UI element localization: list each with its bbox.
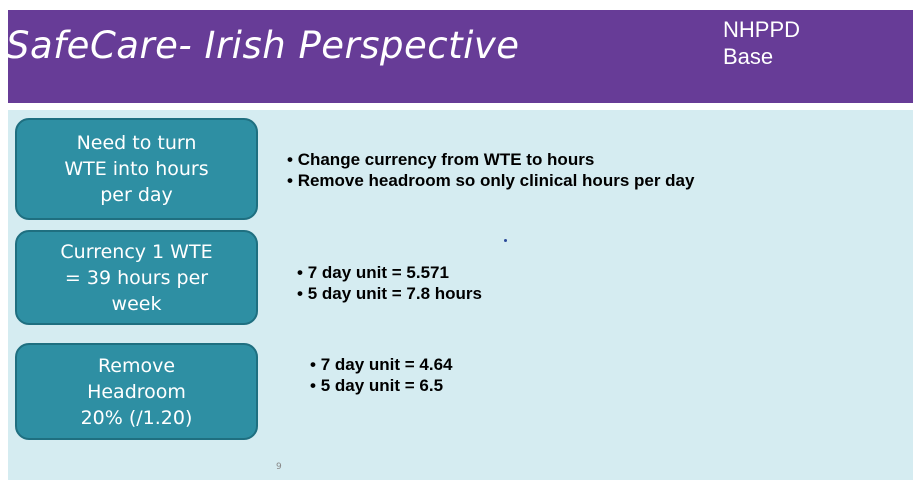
subtitle-line: NHPPD <box>723 17 801 42</box>
step-box: Currency 1 WTE = 39 hours per week <box>15 230 258 325</box>
bullet-list: 7 day unit = 5.5715 day unit = 7.8 hours <box>297 262 482 304</box>
step-box: Remove Headroom 20% (/1.20) <box>15 343 258 440</box>
bullet: 7 day unit = 5.571 <box>297 262 482 283</box>
bullet: Change currency from WTE to hours <box>287 149 694 170</box>
box-line: = 39 hours per <box>64 266 209 289</box>
box-line: per day <box>100 184 173 206</box>
box-line: WTE into hours <box>64 158 209 180</box>
box-line: Need to turn <box>76 132 197 154</box>
header-bar <box>8 10 913 103</box>
bullet: Remove headroom so only clinical hours p… <box>287 170 695 191</box>
subtitle: NHPPD Base <box>723 16 800 70</box>
box-line: Headroom <box>87 380 186 403</box>
box-line: 20% (/1.20) <box>80 406 193 429</box>
bullet-list: Change currency from WTE to hoursRemove … <box>287 149 695 191</box>
title: SafeCare- Irish Perspective <box>6 24 520 67</box>
bullet: 7 day unit = 4.64 <box>310 354 453 375</box>
bullet: 5 day unit = 7.8 hours <box>297 283 482 304</box>
page-number: 9 <box>276 462 282 472</box>
dot <box>504 239 507 242</box>
subtitle-line: Base <box>723 44 774 69</box>
step-box: Need to turn WTE into hours per day <box>15 118 258 220</box>
bullet: 5 day unit = 6.5 <box>310 375 453 396</box>
bullet-list: 7 day unit = 4.645 day unit = 6.5 <box>310 354 453 396</box>
box-line: Remove <box>97 354 176 377</box>
box-line: week <box>111 292 162 315</box>
box-line: Currency 1 WTE <box>60 240 213 263</box>
